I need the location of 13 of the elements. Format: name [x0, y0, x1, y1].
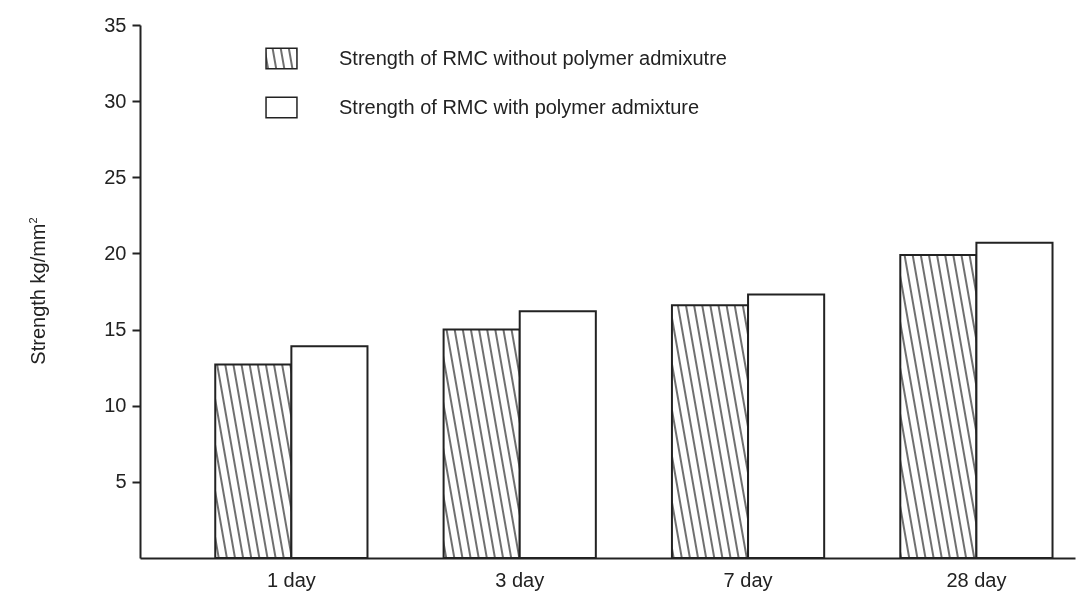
y-tick-label: 5 — [115, 470, 127, 493]
y-tick-label: 35 — [104, 13, 127, 36]
x-tick-label: 1 day — [266, 568, 316, 591]
x-tick-label: 7 day — [723, 568, 773, 591]
x-tick-label: 3 day — [495, 568, 545, 591]
y-tick-label: 30 — [104, 89, 127, 112]
y-tick-label: 15 — [104, 318, 127, 341]
y-tick-label: 25 — [104, 165, 127, 188]
legend-label: Strength of RMC without polymer admixutre — [339, 46, 727, 69]
legend-label: Strength of RMC with polymer admixture — [339, 95, 700, 118]
y-tick-label: 20 — [104, 241, 127, 264]
x-tick-label: 28 day — [946, 568, 1007, 591]
y-tick-label: 10 — [104, 394, 127, 417]
